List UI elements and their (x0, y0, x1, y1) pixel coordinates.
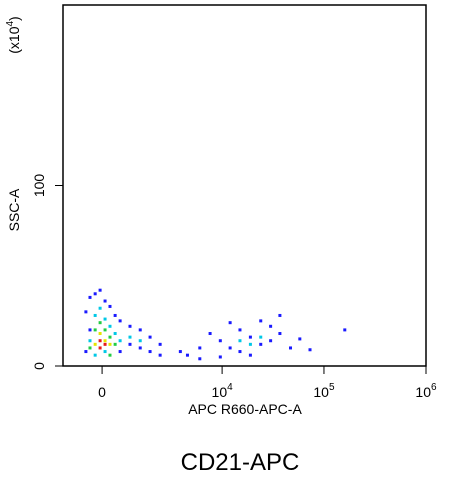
point (198, 346, 202, 350)
point (308, 348, 312, 352)
point (98, 321, 102, 325)
point (185, 353, 189, 357)
plot-frame (62, 4, 427, 367)
point (238, 328, 242, 332)
x-tick-label: 105 (313, 382, 335, 400)
point (108, 342, 112, 346)
point (88, 339, 92, 343)
point (113, 342, 117, 346)
point (248, 342, 252, 346)
y-tick-label: 100 (31, 174, 47, 198)
point (138, 328, 142, 332)
point (108, 335, 112, 339)
tick-exponent: 4 (227, 382, 233, 393)
point (343, 328, 347, 332)
point (98, 332, 102, 336)
point (103, 350, 107, 354)
point (148, 350, 152, 354)
point (93, 292, 97, 296)
point (103, 339, 107, 343)
point (278, 332, 282, 336)
point (93, 313, 97, 317)
unit-exponent: 4 (5, 21, 16, 27)
point (93, 328, 97, 332)
point (103, 328, 107, 332)
point (98, 346, 102, 350)
point (88, 295, 92, 299)
unit-close: ) (6, 16, 22, 21)
point (238, 339, 242, 343)
point (248, 335, 252, 339)
point (103, 317, 107, 321)
point (108, 324, 112, 328)
point (93, 353, 97, 357)
point (198, 357, 202, 361)
point (88, 346, 92, 350)
point (248, 353, 252, 357)
point (118, 350, 122, 354)
point (278, 313, 282, 317)
point (98, 306, 102, 310)
point (298, 337, 302, 341)
point (208, 332, 212, 336)
point (103, 299, 107, 303)
point (178, 350, 182, 354)
y-tick-label: 0 (31, 362, 47, 370)
unit-text: (x10 (6, 26, 22, 53)
point (128, 324, 132, 328)
point (98, 339, 102, 343)
point (148, 335, 152, 339)
point (93, 342, 97, 346)
y-axis-label: SSC-A (6, 188, 22, 231)
tick-base: 10 (415, 384, 431, 400)
point (128, 342, 132, 346)
point (108, 353, 112, 357)
point (259, 342, 263, 346)
point (103, 342, 107, 346)
point (158, 353, 162, 357)
point (228, 321, 232, 325)
tick-exponent: 5 (329, 382, 335, 393)
point (128, 335, 132, 339)
point (269, 339, 273, 343)
point (138, 339, 142, 343)
point (113, 313, 117, 317)
point (269, 324, 273, 328)
point (228, 346, 232, 350)
point (88, 328, 92, 332)
x-tick-label: 0 (98, 384, 106, 400)
point (108, 304, 112, 308)
point (218, 339, 222, 343)
point (84, 350, 88, 354)
chart-title: CD21-APC (181, 449, 300, 476)
point (238, 350, 242, 354)
point (218, 355, 222, 359)
y-axis-unit: (x104) (5, 16, 22, 53)
point (98, 288, 102, 292)
tick-base: 10 (212, 384, 228, 400)
point (138, 346, 142, 350)
tick-exponent: 6 (431, 382, 437, 393)
tick-base: 10 (313, 384, 329, 400)
point (259, 335, 263, 339)
x-axis-label: APC R660-APC-A (188, 401, 302, 417)
point (259, 319, 263, 323)
x-tick-label: 104 (212, 382, 234, 400)
point (113, 332, 117, 336)
x-tick-label: 106 (415, 382, 437, 400)
point (84, 310, 88, 314)
point (118, 339, 122, 343)
point (118, 319, 122, 323)
point (289, 346, 293, 350)
point (158, 342, 162, 346)
